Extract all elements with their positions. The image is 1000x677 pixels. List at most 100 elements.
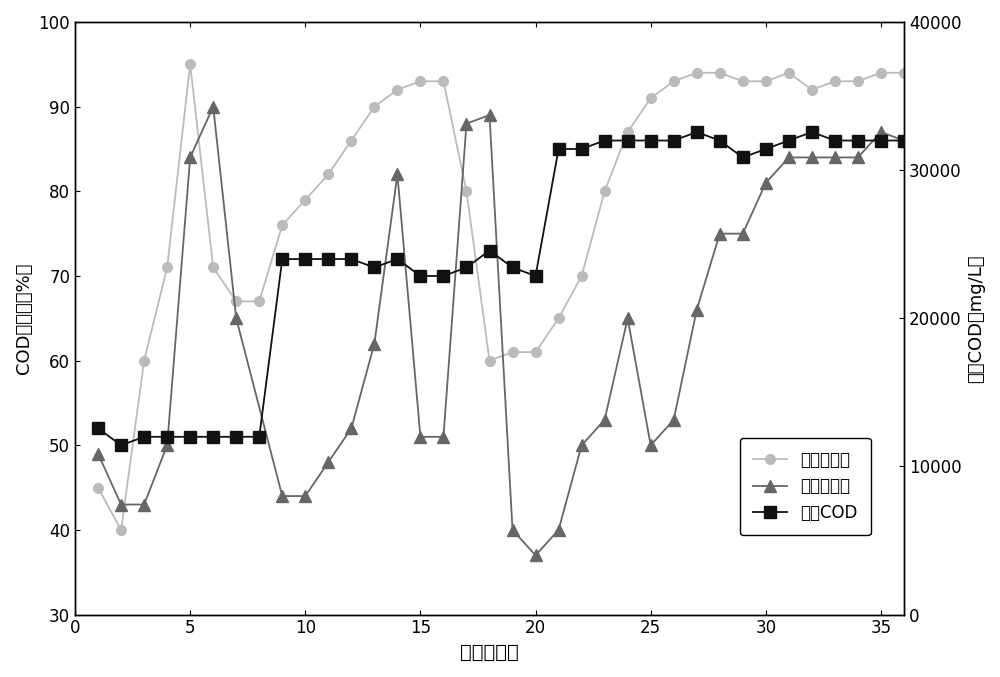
进水COD <box>276 255 288 263</box>
对照反应器 <box>484 111 496 119</box>
对照反应器 <box>115 500 127 508</box>
本发明装置 <box>484 357 496 365</box>
Y-axis label: 进水COD（mg/L）: 进水COD（mg/L） <box>967 254 985 383</box>
进水COD <box>714 137 726 145</box>
对照反应器 <box>414 433 426 441</box>
本发明装置 <box>368 103 380 111</box>
对照反应器 <box>322 458 334 466</box>
进水COD <box>207 433 219 441</box>
本发明装置 <box>668 77 680 85</box>
进水COD <box>875 137 887 145</box>
进水COD <box>230 433 242 441</box>
本发明装置 <box>806 86 818 94</box>
对照反应器 <box>714 230 726 238</box>
进水COD <box>253 433 265 441</box>
本发明装置 <box>115 526 127 534</box>
对照反应器 <box>345 424 357 433</box>
对照反应器 <box>622 314 634 322</box>
本发明装置 <box>507 348 519 356</box>
进水COD <box>299 255 311 263</box>
对照反应器 <box>230 314 242 322</box>
本发明装置 <box>530 348 542 356</box>
本发明装置 <box>760 77 772 85</box>
对照反应器 <box>691 306 703 314</box>
对照反应器 <box>299 492 311 500</box>
对照反应器 <box>875 128 887 136</box>
本发明装置 <box>898 69 910 77</box>
本发明装置 <box>138 357 150 365</box>
进水COD <box>507 263 519 271</box>
对照反应器 <box>460 120 472 128</box>
X-axis label: 时间（天）: 时间（天） <box>460 643 519 662</box>
对照反应器 <box>138 500 150 508</box>
进水COD <box>530 272 542 280</box>
本发明装置 <box>414 77 426 85</box>
进水COD <box>829 137 841 145</box>
本发明装置 <box>460 188 472 196</box>
进水COD <box>138 433 150 441</box>
进水COD <box>576 145 588 153</box>
本发明装置 <box>161 263 173 271</box>
进水COD <box>345 255 357 263</box>
本发明装置 <box>852 77 864 85</box>
进水COD <box>852 137 864 145</box>
本发明装置 <box>622 128 634 136</box>
对照反应器 <box>760 179 772 187</box>
进水COD <box>691 128 703 136</box>
进水COD <box>460 263 472 271</box>
对照反应器 <box>737 230 749 238</box>
进水COD <box>737 154 749 162</box>
本发明装置 <box>576 272 588 280</box>
本发明装置 <box>230 297 242 305</box>
进水COD <box>645 137 657 145</box>
对照反应器 <box>668 416 680 424</box>
Legend: 本发明装置, 对照反应器, 进水COD: 本发明装置, 对照反应器, 进水COD <box>740 438 871 535</box>
对照反应器 <box>599 416 611 424</box>
对照反应器 <box>783 154 795 162</box>
对照反应器 <box>645 441 657 450</box>
对照反应器 <box>161 441 173 450</box>
本发明装置 <box>714 69 726 77</box>
本发明装置 <box>875 69 887 77</box>
进水COD <box>115 441 127 450</box>
本发明装置 <box>391 86 403 94</box>
本发明装置 <box>737 77 749 85</box>
对照反应器 <box>806 154 818 162</box>
Y-axis label: COD去除率（%）: COD去除率（%） <box>15 263 33 374</box>
对照反应器 <box>207 103 219 111</box>
本发明装置 <box>645 94 657 102</box>
进水COD <box>414 272 426 280</box>
本发明装置 <box>437 77 449 85</box>
进水COD <box>553 145 565 153</box>
进水COD <box>806 128 818 136</box>
Line: 本发明装置: 本发明装置 <box>93 60 909 535</box>
进水COD <box>391 255 403 263</box>
进水COD <box>484 246 496 255</box>
对照反应器 <box>852 154 864 162</box>
对照反应器 <box>829 154 841 162</box>
本发明装置 <box>599 188 611 196</box>
Line: 进水COD: 进水COD <box>93 127 910 451</box>
对照反应器 <box>507 526 519 534</box>
进水COD <box>437 272 449 280</box>
进水COD <box>668 137 680 145</box>
本发明装置 <box>92 483 104 492</box>
对照反应器 <box>391 171 403 179</box>
进水COD <box>368 263 380 271</box>
进水COD <box>760 145 772 153</box>
本发明装置 <box>276 221 288 230</box>
本发明装置 <box>253 297 265 305</box>
对照反应器 <box>92 450 104 458</box>
进水COD <box>898 137 910 145</box>
Line: 对照反应器: 对照反应器 <box>93 101 910 561</box>
对照反应器 <box>276 492 288 500</box>
对照反应器 <box>437 433 449 441</box>
本发明装置 <box>207 263 219 271</box>
对照反应器 <box>530 551 542 559</box>
进水COD <box>622 137 634 145</box>
本发明装置 <box>322 171 334 179</box>
对照反应器 <box>576 441 588 450</box>
本发明装置 <box>184 60 196 68</box>
进水COD <box>184 433 196 441</box>
本发明装置 <box>783 69 795 77</box>
